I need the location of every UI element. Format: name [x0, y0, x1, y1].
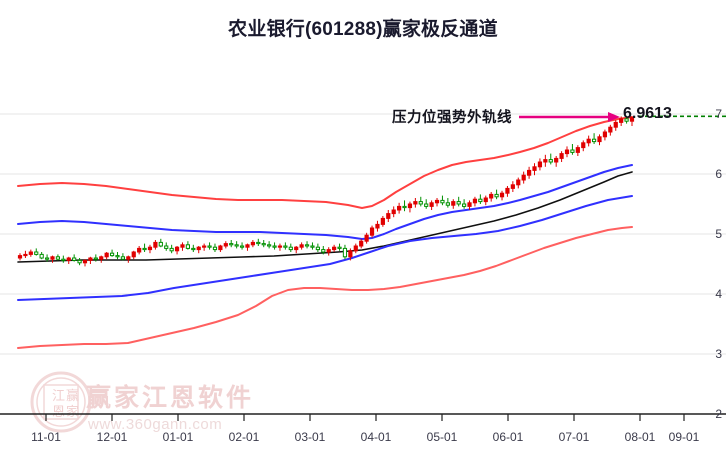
gridlines — [0, 113, 726, 355]
y-axis-tick-6: 6 — [715, 167, 722, 181]
watermark-url: www.360gann.com — [88, 416, 223, 433]
page-title: 农业银行(601288)赢家极反通道 — [228, 19, 498, 40]
x-axis-tick-05-01: 05-01 — [426, 430, 458, 444]
x-axis-tick-04-01: 04-01 — [360, 430, 392, 444]
x-axis-tick-08-01: 08-01 — [624, 430, 656, 444]
y-axis-tick-2: 2 — [715, 407, 722, 421]
price-value-label: 6.9613 — [623, 105, 672, 122]
y-axis-tick-5: 5 — [715, 227, 722, 241]
annotation-label: 压力位强势外轨线 — [392, 110, 512, 126]
svg-text:赢: 赢 — [66, 388, 79, 403]
y-axis-tick-4: 4 — [715, 287, 722, 301]
x-axis-tick-07-01: 07-01 — [558, 430, 590, 444]
candlestick-series — [17, 115, 635, 267]
axis-lines — [0, 413, 726, 421]
svg-text:家: 家 — [66, 404, 79, 419]
x-axis-tick-03-01: 03-01 — [294, 430, 326, 444]
x-axis-tick-11-01: 11-01 — [31, 430, 61, 444]
watermark-seal-icon: 江 赢 恩 家 — [30, 371, 92, 433]
y-axis-tick-3: 3 — [715, 347, 722, 361]
y-axis-tick-7: 7 — [715, 107, 722, 121]
channel-bands — [17, 116, 633, 349]
x-axis-tick-09-01: 09-01 — [668, 430, 700, 444]
x-axis-tick-01-01: 01-01 — [162, 430, 194, 444]
svg-text:恩: 恩 — [52, 404, 65, 419]
watermark-brand: 赢家江恩软件 — [86, 384, 255, 412]
x-axis-tick-02-01: 02-01 — [228, 430, 260, 444]
x-axis-tick-12-01: 12-01 — [96, 430, 128, 444]
svg-text:江: 江 — [52, 388, 65, 403]
x-axis-tick-06-01: 06-01 — [492, 430, 524, 444]
annotation-arrow — [519, 112, 620, 122]
